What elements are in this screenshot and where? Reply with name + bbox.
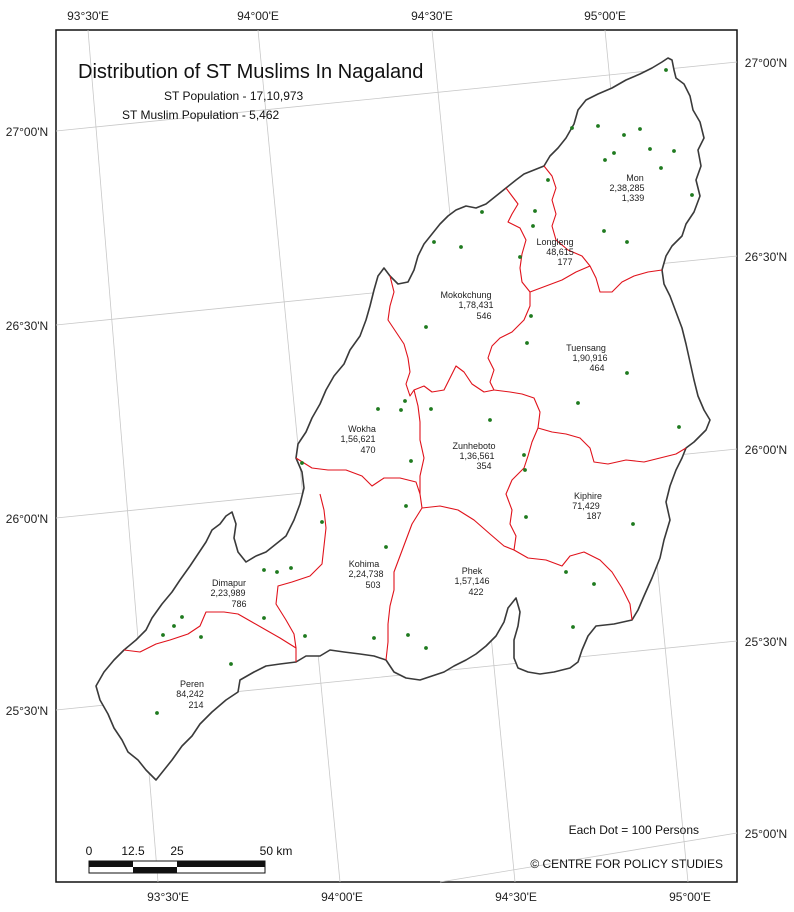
- district-name: Kiphire: [574, 491, 602, 501]
- district-label-phek: Phek 1,57,146 422: [454, 566, 489, 597]
- graticule-bottom-label: 95°00'E: [669, 890, 711, 904]
- district-label-mon: Mon 2,38,285 1,339: [609, 173, 644, 203]
- district-name: Mon: [626, 173, 644, 183]
- district-st-muslims: 422: [468, 587, 483, 597]
- district-st-muslims: 1,339: [622, 193, 645, 203]
- graticule-right-label: 25°30'N: [745, 635, 787, 649]
- district-population: 84,242: [176, 689, 204, 699]
- district-population: 2,24,738: [348, 569, 383, 579]
- scale-bar: 0 12.5 25 50 km: [86, 844, 293, 874]
- scale-bar-segment: [89, 861, 133, 867]
- district-label-wokha: Wokha 1,56,621 470: [340, 424, 375, 455]
- district-name: Zunheboto: [452, 441, 495, 451]
- district-population: 1,78,431: [458, 300, 493, 310]
- credit-text: © CENTRE FOR POLICY STUDIES: [530, 857, 723, 871]
- district-label-longleng: Longleng 48,615 177: [536, 237, 573, 267]
- district-population: 2,38,285: [609, 183, 644, 193]
- district-label-dimapur: Dimapur 2,23,989 786: [210, 578, 246, 609]
- dot-legend: Each Dot = 100 Persons: [569, 823, 699, 837]
- district-name: Peren: [180, 679, 204, 689]
- graticule-bottom-label: 93°30'E: [147, 890, 189, 904]
- graticule-right-label: 27°00'N: [745, 56, 787, 70]
- graticule-top-label: 94°00'E: [237, 9, 279, 23]
- district-label-mokokchung: Mokokchung 1,78,431 546: [440, 290, 493, 321]
- district-st-muslims: 354: [476, 461, 491, 471]
- graticule-right-label: 26°30'N: [745, 250, 787, 264]
- graticule-top-label: 95°00'E: [584, 9, 626, 23]
- district-name: Phek: [462, 566, 483, 576]
- district-st-muslims: 464: [589, 363, 604, 373]
- district-st-muslims: 546: [476, 311, 491, 321]
- district-label-kiphire: Kiphire 71,429 187: [572, 491, 602, 521]
- district-label-tuensang: Tuensang 1,90,916 464: [566, 343, 607, 373]
- graticule-top-label: 93°30'E: [67, 9, 109, 23]
- graticule-left-label: 26°00'N: [6, 512, 48, 526]
- dot-layer: [155, 68, 694, 715]
- scale-bar-segment: [133, 867, 177, 873]
- district-population: 1,57,146: [454, 576, 489, 586]
- district-st-muslims: 503: [365, 580, 380, 590]
- district-population: 1,56,621: [340, 434, 375, 444]
- district-label-zunheboto: Zunheboto 1,36,561 354: [452, 441, 495, 471]
- district-name: Tuensang: [566, 343, 606, 353]
- district-st-muslims: 177: [557, 257, 572, 267]
- scale-tick-label: 25: [170, 844, 184, 858]
- st-muslim-population-label: ST Muslim Population - 5,462: [122, 108, 280, 122]
- graticule-left-label: 27°00'N: [6, 125, 48, 139]
- district-label-kohima: Kohima 2,24,738 503: [348, 559, 383, 590]
- district-population: 1,36,561: [459, 451, 494, 461]
- nagaland-state-outline: [95, 57, 711, 781]
- district-st-muslims: 786: [231, 599, 246, 609]
- district-name: Dimapur: [212, 578, 246, 588]
- district-name: Kohima: [349, 559, 380, 569]
- graticule-bottom-label: 94°30'E: [495, 890, 537, 904]
- district-population: 48,615: [546, 247, 574, 257]
- graticule-bottom-label: 94°00'E: [321, 890, 363, 904]
- graticule-left-label: 25°30'N: [6, 704, 48, 718]
- district-name: Mokokchung: [440, 290, 491, 300]
- scale-tick-label: 0: [86, 844, 93, 858]
- graticule-right-label: 25°00'N: [745, 827, 787, 841]
- district-name: Longleng: [536, 237, 573, 247]
- map-title: Distribution of ST Muslims In Nagaland: [78, 61, 423, 83]
- district-population: 71,429: [572, 501, 600, 511]
- district-population: 1,90,916: [572, 353, 607, 363]
- district-name: Wokha: [348, 424, 376, 434]
- graticule-right-label: 26°00'N: [745, 443, 787, 457]
- district-st-muslims: 470: [360, 445, 375, 455]
- district-st-muslims: 214: [188, 700, 203, 710]
- scale-bar-segment: [177, 861, 265, 867]
- scale-tick-label: 12.5: [121, 844, 145, 858]
- st-population-label: ST Population - 17,10,973: [164, 89, 304, 103]
- district-st-muslims: 187: [586, 511, 601, 521]
- district-boundaries: [123, 165, 687, 662]
- district-population: 2,23,989: [210, 588, 245, 598]
- district-label-peren: Peren 84,242 214: [176, 679, 204, 710]
- scale-tick-label: 50 km: [260, 844, 293, 858]
- graticule-top-label: 94°30'E: [411, 9, 453, 23]
- graticule-left-label: 26°30'N: [6, 319, 48, 333]
